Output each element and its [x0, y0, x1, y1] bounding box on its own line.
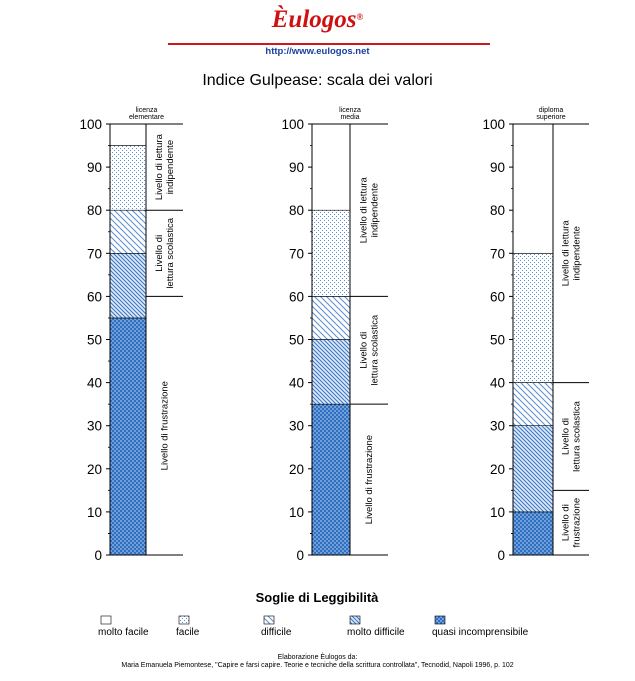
bar-segment-difficile: [512, 382, 554, 427]
level-label: Livello di frustrazione: [160, 381, 171, 470]
bar-segment-facile: [512, 253, 554, 383]
bar-segment-molto-difficile: [109, 253, 147, 319]
y-tick-label: 30: [490, 419, 505, 434]
level-label: lettura scolastica: [572, 400, 583, 471]
y-tick-label: 40: [490, 376, 505, 391]
level-label: indipendente: [165, 140, 176, 194]
y-tick-label: 100: [79, 117, 102, 132]
level-label: frustrazione: [572, 498, 583, 548]
legend-label: facile: [176, 627, 200, 638]
y-tick-label: 80: [490, 203, 505, 218]
legend-item-molto-facile: molto facile: [98, 615, 149, 638]
level-label: lettura scolastica: [370, 314, 381, 385]
y-tick-label: 10: [289, 505, 304, 520]
y-tick-label: 60: [490, 289, 505, 304]
level-label: lettura scolastica: [165, 217, 176, 288]
level-label: Livello di: [561, 504, 572, 541]
legend-label: difficile: [261, 627, 292, 638]
y-tick-label: 70: [490, 246, 505, 261]
bar-segment-quasi-incomprensibile: [311, 403, 351, 556]
chart-title: Indice Gulpease: scala dei valori: [202, 72, 433, 89]
level-label: indipendente: [370, 183, 381, 237]
level-label: Livello di frustrazione: [364, 435, 375, 524]
y-tick-label: 10: [87, 505, 102, 520]
y-tick-label: 40: [87, 376, 102, 391]
legend-swatch: [100, 615, 112, 625]
y-tick-label: 50: [490, 333, 505, 348]
footer-source: Maria Emanuela Piemontese, "Capire e far…: [121, 662, 514, 669]
level-label: Livello di: [359, 332, 370, 369]
eulogos-logo: Èulogos®: [271, 6, 364, 33]
bar-segment-molto-difficile: [512, 425, 554, 513]
legend-item-difficile: difficile: [261, 615, 292, 638]
logo-underline: [168, 43, 490, 45]
bar-segment-molto-facile: [109, 123, 147, 146]
column-header: superiore: [536, 114, 565, 121]
bar-segment-difficile: [109, 209, 147, 254]
y-tick-label: 0: [94, 548, 102, 563]
column-header: media: [340, 114, 359, 121]
legend-item-molto-difficile: molto difficile: [347, 615, 405, 638]
column-header: licenza: [136, 107, 158, 114]
level-label: Livello di lettura: [561, 220, 572, 287]
y-tick-label: 30: [289, 419, 304, 434]
legend-swatch: [263, 615, 275, 625]
level-label: Livello di: [561, 418, 572, 455]
level-label: Livello di: [154, 235, 165, 272]
y-tick-label: 80: [289, 203, 304, 218]
y-tick-label: 0: [296, 548, 304, 563]
y-tick-label: 100: [281, 117, 304, 132]
level-label: indipendente: [572, 226, 583, 280]
y-tick-label: 50: [289, 333, 304, 348]
y-tick-label: 90: [289, 160, 304, 175]
y-tick-label: 80: [87, 203, 102, 218]
bar-segment-quasi-incomprensibile: [109, 317, 147, 556]
y-tick-label: 20: [87, 462, 102, 477]
level-label: Livello di lettura: [359, 176, 370, 243]
column-header: diploma: [539, 107, 564, 114]
website-url[interactable]: http://www.eulogos.net: [265, 46, 370, 57]
legend-swatch: [178, 615, 190, 625]
y-tick-label: 90: [87, 160, 102, 175]
level-label: Livello di lettura: [154, 133, 165, 200]
y-tick-label: 90: [490, 160, 505, 175]
bar-segment-difficile: [311, 296, 351, 340]
legend-swatch: [349, 615, 361, 625]
y-tick-label: 20: [289, 462, 304, 477]
bar-segment-facile: [109, 145, 147, 211]
y-tick-label: 70: [289, 246, 304, 261]
bar-segment-facile: [311, 209, 351, 297]
y-tick-label: 100: [482, 117, 505, 132]
legend-label: molto difficile: [347, 627, 405, 638]
y-tick-label: 60: [289, 289, 304, 304]
legend-item-facile: facile: [176, 615, 200, 638]
bar-segment-quasi-incomprensibile: [512, 511, 554, 556]
footer-credit: Elaborazione Èulogos da:: [277, 654, 358, 661]
y-tick-label: 60: [87, 289, 102, 304]
y-tick-label: 30: [87, 419, 102, 434]
y-tick-label: 10: [490, 505, 505, 520]
legend-label: molto facile: [98, 627, 149, 638]
y-tick-label: 0: [497, 548, 505, 563]
y-tick-label: 40: [289, 376, 304, 391]
legend-title: Soglie di Leggibilità: [256, 590, 380, 605]
bar-segment-molto-difficile: [311, 339, 351, 405]
legend-label: quasi incomprensibile: [432, 627, 529, 638]
legend-item-quasi-incomprensibile: quasi incomprensibile: [432, 615, 529, 638]
y-tick-label: 70: [87, 246, 102, 261]
column-header: licenza: [339, 107, 361, 114]
column-header: elementare: [129, 114, 164, 121]
bar-segment-molto-facile: [512, 123, 554, 254]
y-tick-label: 20: [490, 462, 505, 477]
legend-swatch: [434, 615, 446, 625]
y-tick-label: 50: [87, 333, 102, 348]
bar-segment-molto-facile: [311, 123, 351, 211]
